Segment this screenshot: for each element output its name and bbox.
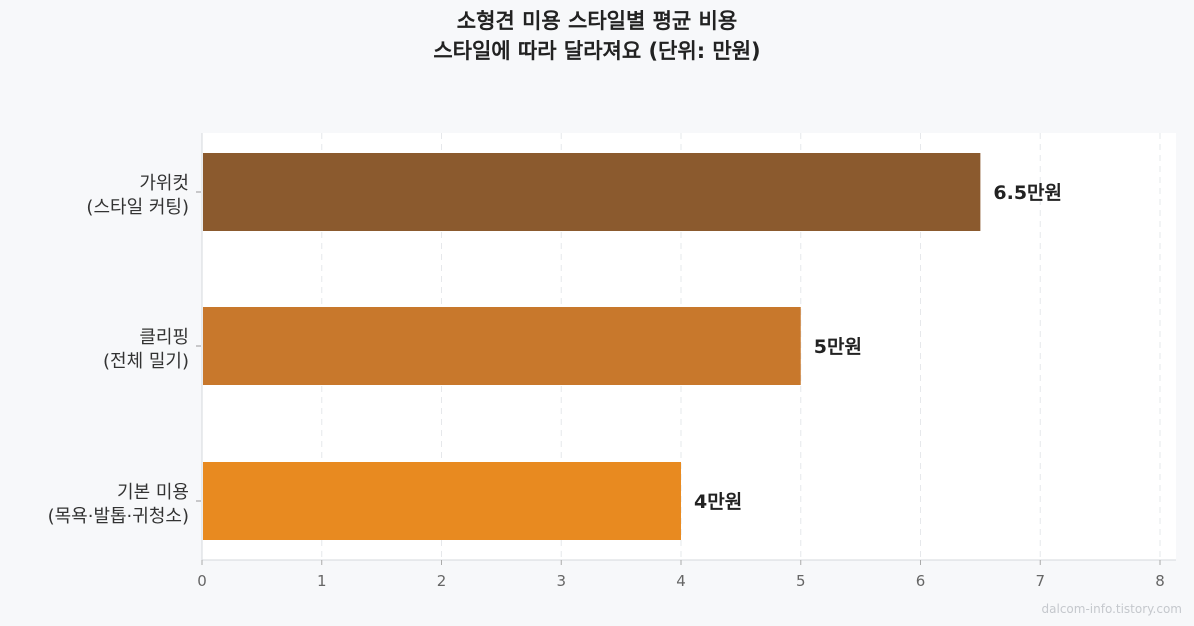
bars: 6.5만원 5만원 4만원 xyxy=(203,153,1062,540)
chart-title-block: 소형견 미용 스타일별 평균 비용 스타일에 따라 달라져요 (단위: 만원) xyxy=(0,6,1194,66)
chart-subtitle: 스타일에 따라 달라져요 (단위: 만원) xyxy=(433,39,761,63)
x-tick-label: 6 xyxy=(916,572,926,590)
category-label: (전체 밀기) xyxy=(103,351,189,372)
bar xyxy=(203,153,981,231)
bar xyxy=(203,462,681,540)
bar-value-label: 4만원 xyxy=(694,491,742,513)
bar-value-label: 5만원 xyxy=(814,336,862,358)
watermark: dalcom-info.tistory.com xyxy=(1041,602,1182,616)
chart-title: 소형견 미용 스타일별 평균 비용 xyxy=(456,9,738,33)
x-tick-label: 2 xyxy=(437,572,447,590)
category-label: 가위컷 xyxy=(139,173,189,194)
category-label: 클리핑 xyxy=(139,327,189,348)
x-tick-label: 7 xyxy=(1035,572,1045,590)
bar-value-label: 6.5만원 xyxy=(993,182,1062,204)
x-tick-label: 8 xyxy=(1155,572,1165,590)
x-tick-label: 0 xyxy=(197,572,207,590)
x-tick-label: 3 xyxy=(556,572,566,590)
category-label: (스타일 커팅) xyxy=(86,197,189,218)
category-label: (목욕·발톱·귀청소) xyxy=(48,506,189,527)
x-axis-ticks: 0 1 2 3 4 5 6 7 8 xyxy=(197,560,1165,590)
x-tick-label: 1 xyxy=(317,572,327,590)
y-axis-categories: 가위컷 (스타일 커팅) 클리핑 (전체 밀기) 기본 미용 (목욕·발톱·귀청소) xyxy=(48,173,201,527)
bar xyxy=(203,307,801,385)
x-tick-label: 4 xyxy=(676,572,686,590)
x-tick-label: 5 xyxy=(796,572,806,590)
category-label: 기본 미용 xyxy=(117,482,189,503)
